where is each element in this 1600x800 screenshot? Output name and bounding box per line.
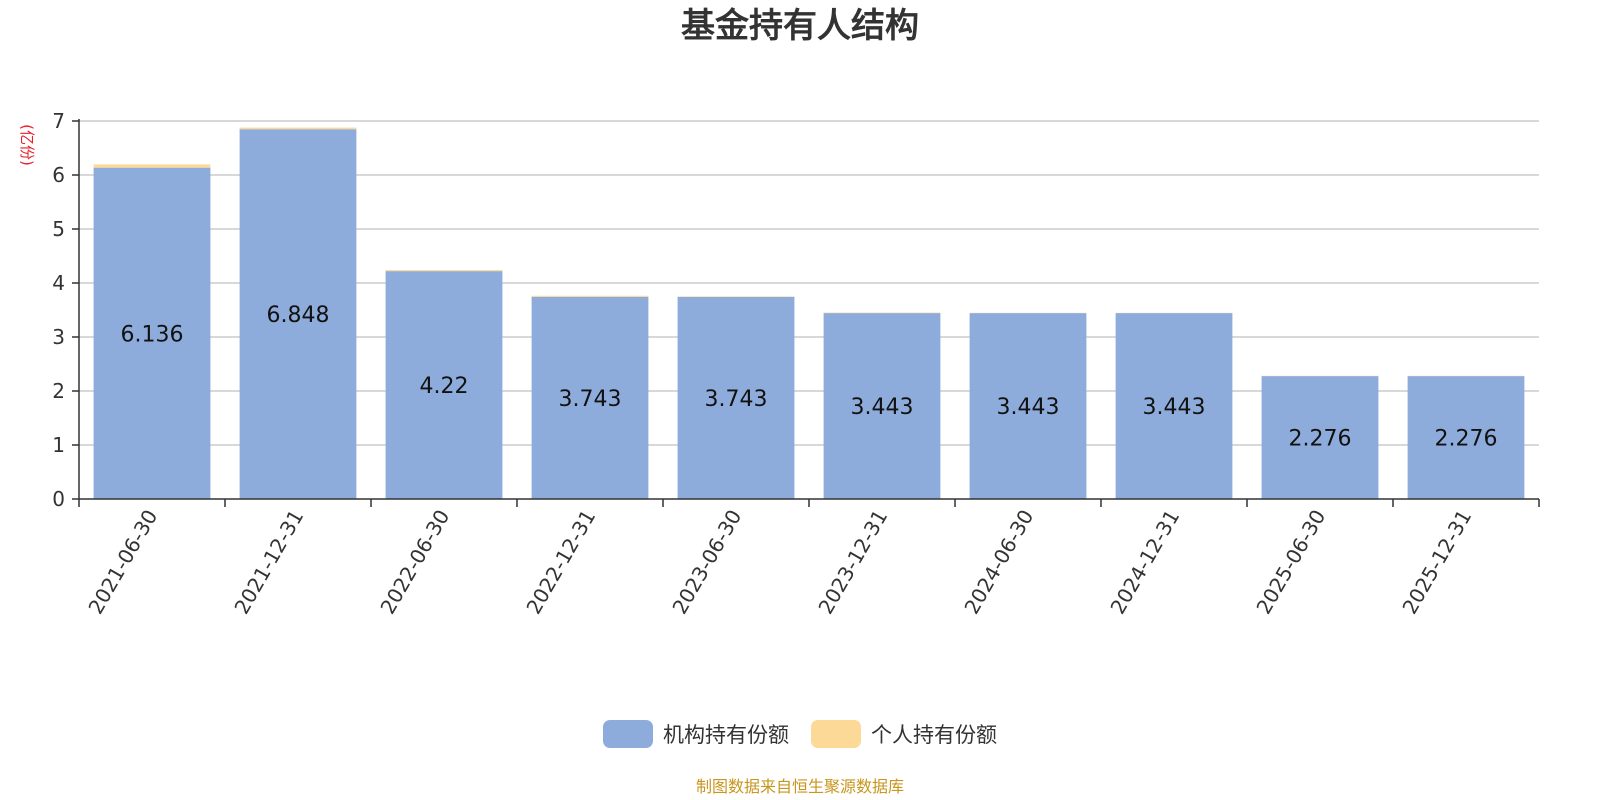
data-label: 6.848 (267, 303, 330, 328)
data-labels: 6.136 6.848 4.22 3.743 3.743 3.443 3.443 3.443 2… (121, 303, 1498, 451)
chart-title: 基金持有人结构 (681, 6, 919, 46)
bar-segment (385, 270, 503, 272)
legend-label: 机构持有份额 (663, 723, 789, 747)
y-axis-ticks: 0 1 2 3 4 5 6 7 (52, 109, 79, 511)
x-tick-label: 2022-06-30 (375, 506, 454, 619)
x-tick-label: 2023-06-30 (667, 506, 746, 619)
y-tick-label: 6 (52, 163, 65, 187)
y-tick-label: 7 (52, 109, 65, 133)
x-tick-label: 2021-06-30 (83, 506, 162, 619)
bar-segment (531, 296, 649, 499)
bar-segment (93, 167, 211, 499)
x-tick-label: 2021-12-31 (229, 506, 308, 619)
bar-segment (1115, 313, 1233, 499)
legend: 机构持有份额 个人持有份额 (603, 720, 997, 748)
y-tick-label: 1 (52, 433, 65, 457)
legend-swatch (603, 720, 653, 748)
bar-segment (239, 129, 357, 499)
data-label: 6.136 (121, 322, 184, 347)
bar-segment (385, 271, 503, 499)
source-note: 制图数据来自恒生聚源数据库 (696, 777, 904, 796)
data-label: 4.22 (420, 374, 469, 399)
x-tick-label: 2022-12-31 (521, 506, 600, 619)
x-axis-ticks: 2021-06-30 2021-12-31 2022-06-30 2022-12-31… (78, 499, 1540, 619)
bar-segment (1407, 376, 1525, 499)
bar-segment (93, 164, 211, 168)
data-label: 2.276 (1435, 427, 1498, 452)
data-label: 3.743 (705, 387, 768, 412)
bars (93, 127, 1525, 499)
legend-swatch (811, 720, 861, 748)
y-tick-label: 5 (52, 217, 65, 241)
x-tick-label: 2024-06-30 (959, 506, 1038, 619)
bar-segment (969, 313, 1087, 499)
bar-segment (531, 295, 649, 297)
y-tick-label: 4 (52, 271, 65, 295)
bar-segment (677, 296, 795, 499)
data-label: 3.443 (1143, 395, 1206, 420)
bar-segment (677, 296, 795, 297)
bar-segment (823, 313, 941, 499)
y-tick-label: 0 (52, 487, 65, 511)
x-tick-label: 2023-12-31 (813, 506, 892, 619)
y-axis-unit-label: (亿份) (18, 124, 36, 166)
y-tick-label: 3 (52, 325, 65, 349)
bar-segment (1261, 376, 1379, 499)
bar-segment (239, 127, 357, 130)
bar-segment (823, 312, 941, 314)
y-tick-label: 2 (52, 379, 65, 403)
data-label: 2.276 (1289, 427, 1352, 452)
data-label: 3.443 (851, 395, 914, 420)
x-tick-label: 2024-12-31 (1105, 506, 1184, 619)
data-label: 3.743 (559, 387, 622, 412)
x-tick-label: 2025-12-31 (1397, 506, 1476, 619)
x-tick-label: 2025-06-30 (1251, 506, 1330, 619)
legend-label: 个人持有份额 (871, 723, 997, 747)
data-label: 3.443 (997, 395, 1060, 420)
